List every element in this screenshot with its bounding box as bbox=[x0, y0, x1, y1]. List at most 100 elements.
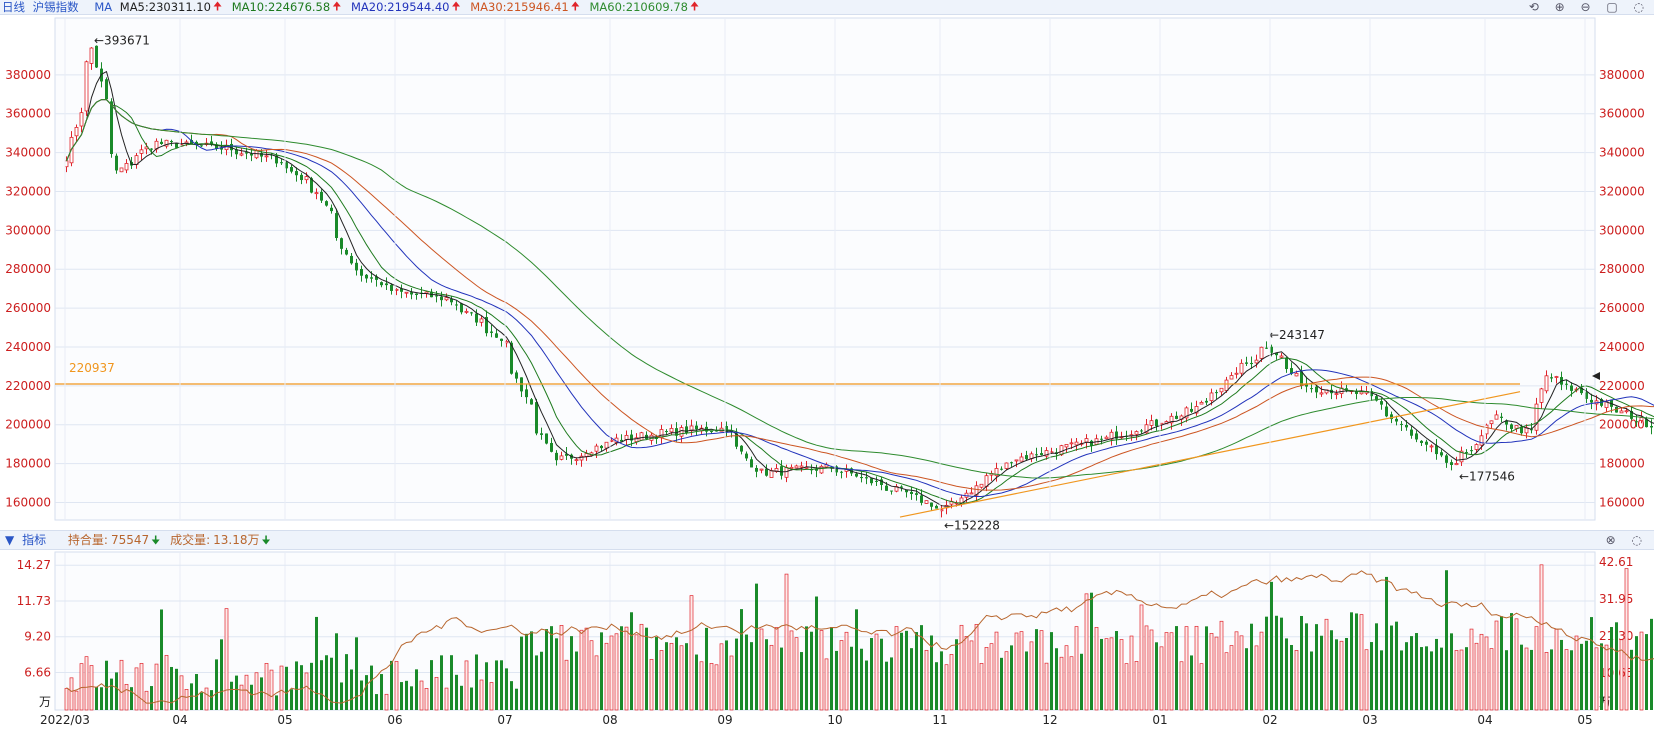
ma60-line bbox=[66, 99, 1654, 479]
volume-bar-down bbox=[685, 643, 688, 710]
candle-up bbox=[784, 467, 789, 478]
volume-bar-up bbox=[204, 687, 209, 711]
candle-down bbox=[435, 295, 438, 297]
volume-bar-down bbox=[335, 633, 338, 710]
volume-bar-down bbox=[370, 665, 373, 710]
candle-up bbox=[1149, 420, 1154, 426]
candle-up bbox=[639, 432, 644, 441]
candle-down bbox=[1530, 429, 1533, 431]
volume-tick-left: 9.20 bbox=[24, 630, 51, 644]
candle-up bbox=[1619, 410, 1624, 414]
volume-bar-down bbox=[900, 632, 903, 710]
candle-down bbox=[110, 101, 113, 154]
price-tick-left: 360000 bbox=[5, 107, 51, 121]
x-tick-label: 01 bbox=[1152, 713, 1167, 727]
volume-bar-up bbox=[244, 674, 249, 711]
x-tick-label: 11 bbox=[932, 713, 947, 727]
candle-down bbox=[1205, 400, 1208, 403]
volume-bar-down bbox=[1250, 623, 1253, 710]
volume-bar-down bbox=[430, 660, 433, 710]
volume-bar-down bbox=[320, 660, 323, 710]
candle-down bbox=[750, 459, 753, 468]
ma30-line bbox=[66, 99, 1654, 491]
candle-down bbox=[1300, 371, 1303, 386]
candle-down bbox=[1635, 421, 1638, 423]
collapse-toggle-icon[interactable]: ▼ bbox=[5, 533, 15, 547]
ma-label[interactable]: MA bbox=[94, 0, 113, 14]
candle-down bbox=[930, 502, 933, 507]
volume-bar-down bbox=[485, 662, 488, 710]
candle-up bbox=[1489, 420, 1494, 424]
volume-bar-up bbox=[1214, 636, 1219, 711]
candle-down bbox=[1435, 445, 1438, 455]
candle-down bbox=[745, 453, 748, 459]
indicator-label[interactable]: 指标 bbox=[22, 533, 47, 547]
volume-bar-up bbox=[224, 608, 229, 711]
volume-bar-down bbox=[440, 655, 443, 710]
volume-bar-down bbox=[390, 660, 393, 710]
period-label[interactable]: 日线 bbox=[2, 0, 25, 14]
volume-bar-down bbox=[200, 692, 203, 710]
volume-bar-down bbox=[295, 661, 298, 710]
volume-bar-down bbox=[835, 650, 838, 710]
candle-down bbox=[1345, 388, 1348, 390]
candle-up bbox=[1199, 402, 1204, 405]
volume-bar-down bbox=[1050, 632, 1053, 710]
volume-bar-down bbox=[260, 677, 263, 710]
volume-bar-down bbox=[1650, 618, 1653, 710]
volume-bar-down bbox=[1415, 633, 1418, 710]
candle-down bbox=[1155, 419, 1158, 427]
volume-bar-up bbox=[1129, 635, 1134, 711]
volume-bar-down bbox=[890, 657, 893, 710]
candle-up bbox=[1234, 372, 1239, 375]
volume-bar-up bbox=[819, 630, 824, 711]
candle-up bbox=[1104, 436, 1109, 440]
volume-bar-down bbox=[740, 609, 743, 710]
candle-down bbox=[855, 473, 858, 477]
candle-down bbox=[1270, 346, 1273, 353]
candle-up bbox=[479, 318, 484, 323]
open-interest-label: 持合量: bbox=[67, 533, 108, 547]
x-tick-label: 10 bbox=[827, 713, 842, 727]
candle-down bbox=[1100, 438, 1103, 440]
candle-up bbox=[1459, 450, 1464, 463]
volume-bar-down bbox=[515, 688, 518, 710]
x-tick-label: 02 bbox=[1262, 713, 1277, 727]
candle-down bbox=[160, 141, 163, 145]
volume-bar-down bbox=[1080, 653, 1083, 710]
up-arrow-icon: 🠉 bbox=[451, 0, 461, 13]
volume-bar-up bbox=[614, 633, 619, 711]
volume-bar-up bbox=[1524, 647, 1529, 711]
volume-bar-up bbox=[1459, 649, 1464, 711]
candle-down bbox=[250, 153, 253, 156]
candle-up bbox=[994, 468, 999, 477]
volume-bar-up bbox=[589, 640, 594, 711]
volume-bar-up bbox=[969, 640, 974, 711]
volume-bar-up bbox=[729, 655, 734, 711]
candle-down bbox=[1265, 347, 1268, 349]
volume-bar-down bbox=[380, 674, 383, 710]
volume-bar-up bbox=[184, 688, 189, 711]
volume-bar-down bbox=[1520, 644, 1523, 710]
volume-bar-down bbox=[645, 627, 648, 710]
chart-controls-icon[interactable]: ⟲ ⊕ ⊖ ▢ ◌ bbox=[1528, 0, 1650, 14]
candle-down bbox=[1645, 419, 1648, 428]
candle-down bbox=[450, 298, 453, 303]
volume-bar-down bbox=[1615, 622, 1618, 710]
price-annotation: ←152228 bbox=[944, 519, 1000, 533]
symbol-label[interactable]: 沪锡指数 bbox=[32, 0, 79, 14]
candle-up bbox=[804, 466, 809, 469]
indicator-close-icon[interactable]: ⊗ ◌ bbox=[1605, 533, 1648, 547]
volume-bar-up bbox=[1164, 632, 1169, 711]
candle-down bbox=[1390, 414, 1393, 420]
volume-bar-down bbox=[1000, 657, 1003, 710]
volume-bar-up bbox=[669, 642, 674, 711]
candle-up bbox=[1014, 459, 1019, 462]
volume-bar-up bbox=[444, 687, 449, 711]
candle-down bbox=[630, 434, 633, 441]
candle-down bbox=[665, 431, 668, 433]
volume-bar-down bbox=[1205, 626, 1208, 710]
volume-bar-down bbox=[550, 626, 553, 710]
volume-bar-up bbox=[1104, 638, 1109, 711]
candle-up bbox=[579, 455, 584, 461]
